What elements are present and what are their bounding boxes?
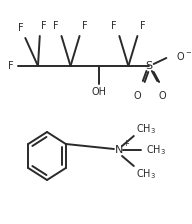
Text: O: O (134, 91, 141, 101)
Text: F: F (18, 23, 24, 33)
Text: O: O (159, 91, 166, 101)
Text: F: F (41, 21, 47, 31)
Text: O$^-$: O$^-$ (176, 50, 192, 62)
Text: S: S (146, 61, 153, 71)
Text: F: F (140, 21, 146, 31)
Text: F: F (8, 61, 14, 71)
Text: CH$_3$: CH$_3$ (137, 167, 156, 181)
Text: F: F (82, 21, 88, 31)
Text: F: F (111, 21, 117, 31)
Text: N: N (115, 145, 123, 155)
Text: CH$_3$: CH$_3$ (137, 122, 156, 136)
Text: OH: OH (92, 87, 107, 97)
Text: F: F (53, 21, 59, 31)
Text: CH$_3$: CH$_3$ (146, 143, 166, 157)
Text: +: + (122, 138, 129, 147)
